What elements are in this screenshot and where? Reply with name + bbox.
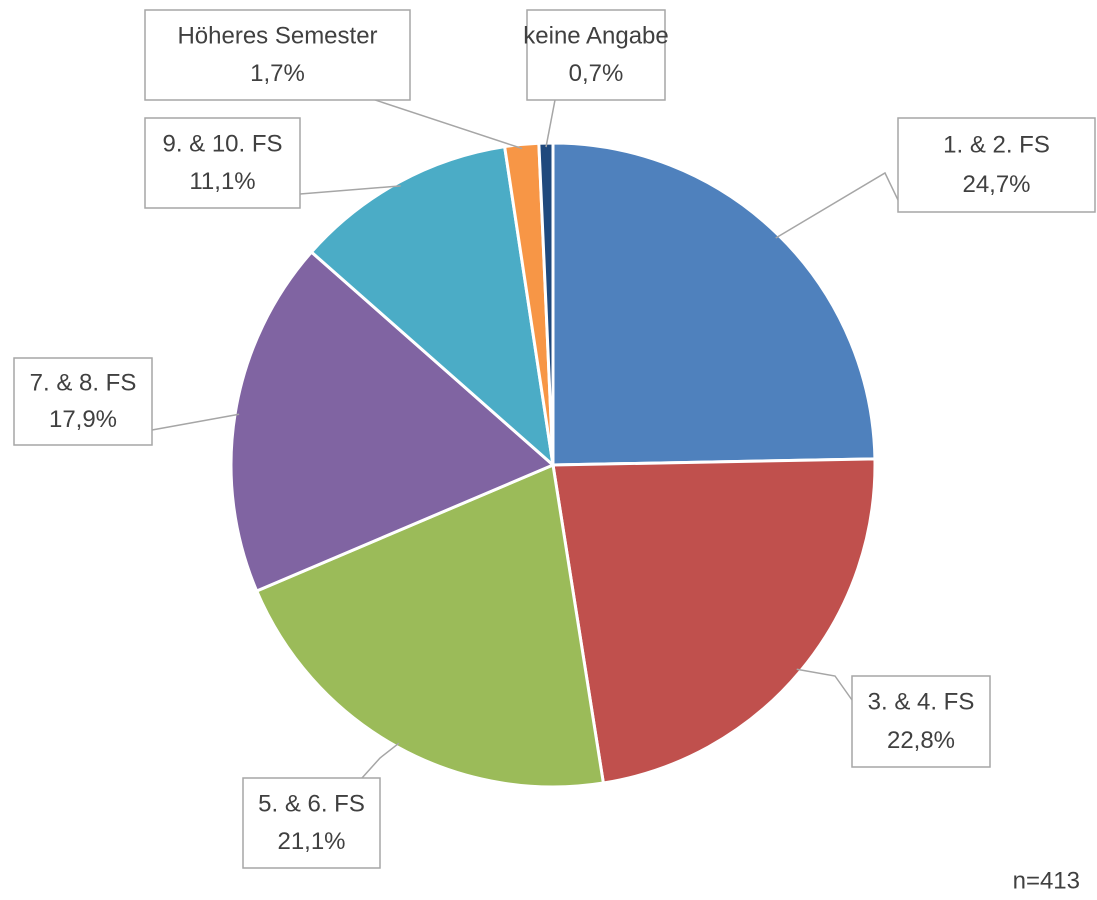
label-box bbox=[526, 9, 666, 101]
label-box bbox=[13, 357, 153, 446]
value-label: 17,9% bbox=[49, 406, 117, 433]
value-label: 0,7% bbox=[569, 60, 624, 87]
leader-line bbox=[361, 742, 400, 779]
pie-slice bbox=[551, 141, 877, 467]
category-label: 1. & 2. FS bbox=[943, 132, 1050, 159]
category-label: Höheres Semester bbox=[177, 22, 377, 49]
value-label: 1,7% bbox=[250, 60, 305, 87]
annotation: n=413 bbox=[1013, 867, 1080, 894]
value-label: 11,1% bbox=[189, 168, 255, 195]
pie-slice bbox=[229, 249, 556, 593]
label-box bbox=[897, 117, 1096, 213]
leader-line bbox=[359, 94, 523, 150]
label-box bbox=[144, 117, 301, 209]
pie-slice bbox=[551, 457, 877, 785]
pie-slice bbox=[309, 144, 556, 469]
category-label: 3. & 4. FS bbox=[868, 689, 975, 716]
value-label: 24,7% bbox=[962, 171, 1030, 198]
label-box bbox=[851, 675, 991, 768]
category-label: 9. & 10. FS bbox=[162, 130, 282, 157]
leader-line bbox=[796, 668, 853, 701]
label-box bbox=[144, 9, 411, 101]
leader-line bbox=[545, 99, 556, 148]
pie-slice bbox=[254, 462, 606, 789]
category-label: 5. & 6. FS bbox=[258, 790, 365, 817]
category-label: 7. & 8. FS bbox=[30, 369, 137, 396]
category-label: keine Angabe bbox=[523, 22, 668, 49]
pie-slice bbox=[537, 141, 555, 466]
leader-line bbox=[299, 185, 401, 195]
leader-line bbox=[775, 171, 899, 239]
value-label: 22,8% bbox=[887, 727, 955, 754]
label-box bbox=[242, 777, 381, 869]
leader-line bbox=[151, 413, 240, 431]
value-label: 21,1% bbox=[277, 828, 345, 855]
